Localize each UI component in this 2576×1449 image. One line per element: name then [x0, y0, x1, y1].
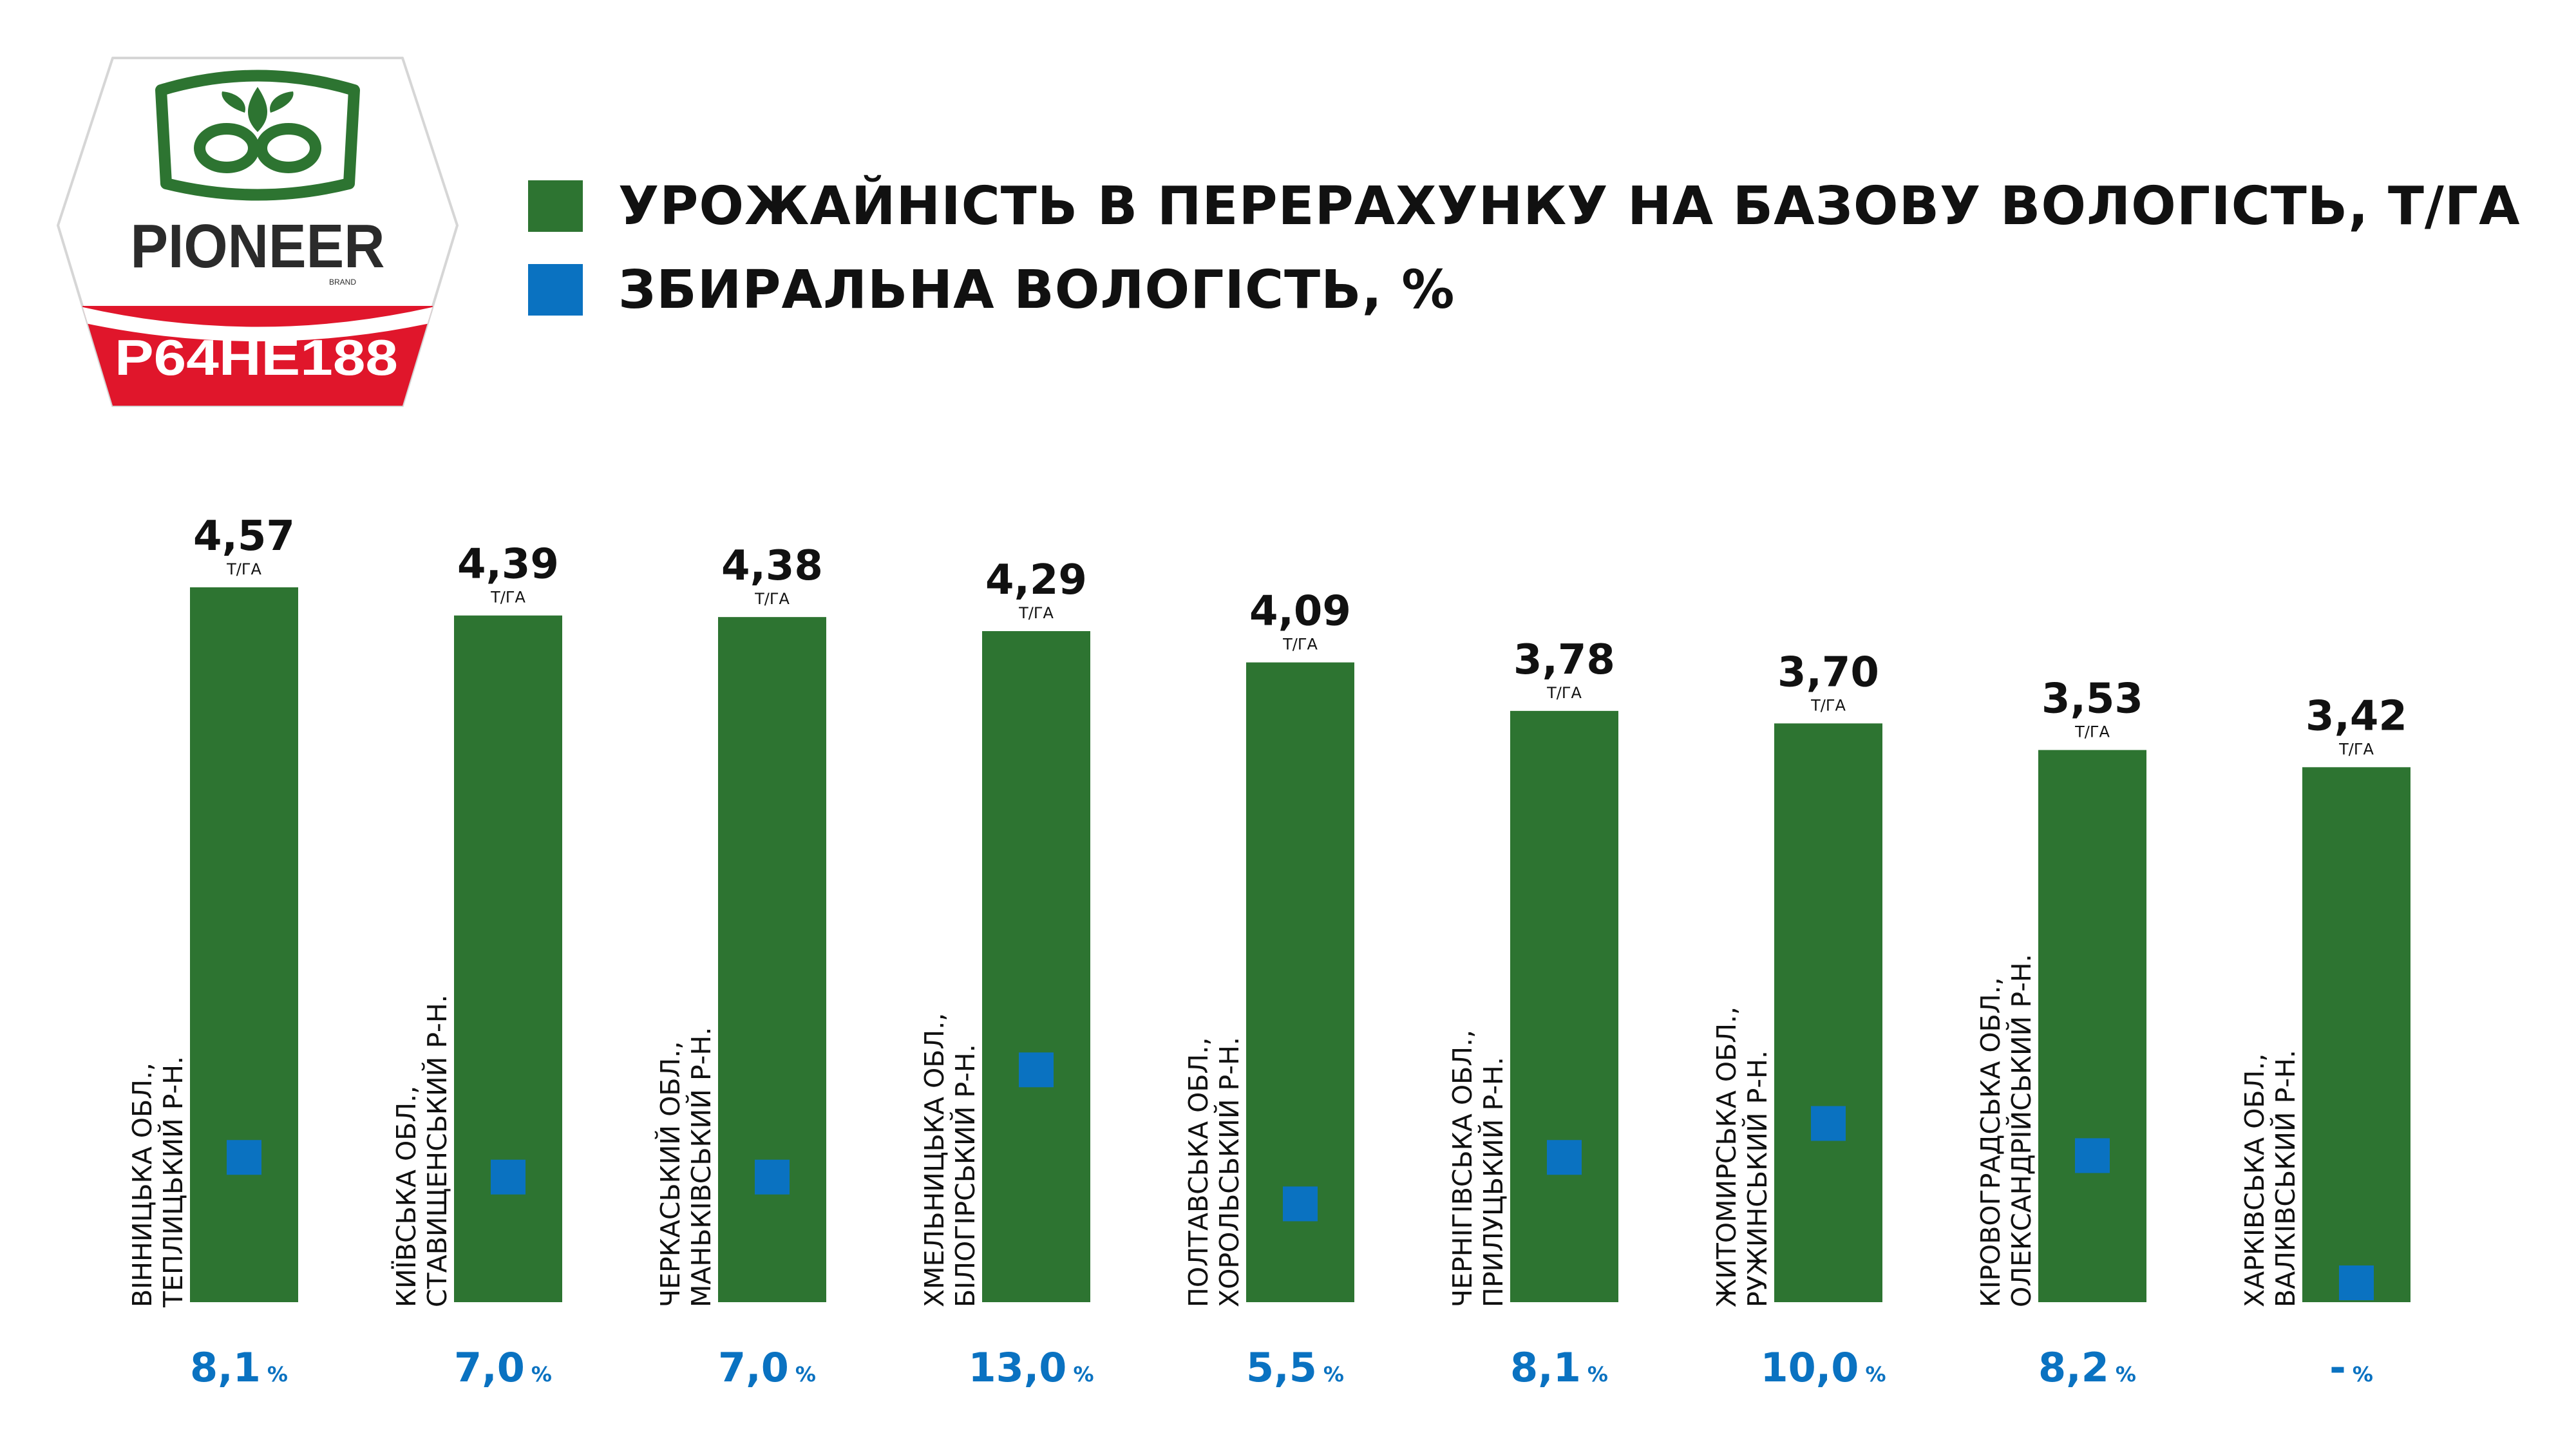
yield-value-label: 3,78 — [1513, 636, 1615, 684]
region-label-line: ПРИЛУЦЬКИЙ Р-Н. — [1478, 1057, 1509, 1307]
yield-value-label: 3,70 — [1777, 649, 1879, 696]
yield-bar — [718, 617, 826, 1302]
yield-unit-label: Т/ГА — [1018, 604, 1054, 622]
yield-value-label: 4,29 — [985, 556, 1087, 604]
region-label-line: БІЛОГІРСЬКИЙ Р-Н. — [950, 1044, 981, 1307]
yield-bar — [2038, 750, 2146, 1302]
region-label-line: ТЕПЛИЦЬКИЙ Р-Н. — [158, 1056, 189, 1308]
region-label-line: СТАВИЩЕНСЬКИЙ Р-Н. — [422, 994, 453, 1307]
region-label-line: КІРОВОГРАДСЬКА ОБЛ., — [1975, 977, 2006, 1307]
moisture-marker — [1283, 1186, 1318, 1222]
region-label: ЧЕРНІГІВСЬКА ОБЛ., ПРИЛУЦЬКИЙ Р-Н. — [1447, 1030, 1509, 1307]
legend-label-moisture: ЗБИРАЛЬНА ВОЛОГІСТЬ, % — [618, 259, 1455, 321]
region-label-line: РУЖИНСЬКИЙ Р-Н. — [1742, 1050, 1773, 1307]
region-label: КИЇВСЬКА ОБЛ., СТАВИЩЕНСЬКИЙ Р-Н. — [391, 994, 453, 1307]
moisture-value-label: 8,1% — [190, 1344, 288, 1391]
region-label: ЧЕРКАСЬКИЙ ОБЛ., МАНЬКІВСЬКИЙ Р-Н. — [655, 1027, 717, 1307]
logo-red-band — [58, 306, 457, 406]
region-label-line: КИЇВСЬКА ОБЛ., — [391, 1086, 422, 1307]
region-label-line: ЧЕРНІГІВСЬКА ОБЛ., — [1447, 1030, 1478, 1307]
moisture-value-label: 7,0% — [718, 1344, 816, 1391]
legend-item-moisture: ЗБИРАЛЬНА ВОЛОГІСТЬ, % — [528, 248, 2524, 332]
yield-unit-label: Т/ГА — [2338, 740, 2374, 758]
pioneer-logo: PIONEER BRAND P64HE188 — [57, 57, 459, 407]
legend-swatch-moisture — [528, 264, 583, 316]
yield-value-label: 4,39 — [457, 541, 559, 589]
yield-bar — [1774, 723, 1882, 1302]
moisture-value-label: -% — [2329, 1344, 2373, 1391]
moisture-value-label: 5,5% — [1246, 1344, 1344, 1391]
yield-value-label: 3,42 — [2306, 692, 2407, 740]
region-label: ХАРКІВСЬКА ОБЛ., ВАЛКІВСЬКИЙ Р-Н. — [2239, 1050, 2301, 1307]
moisture-value-label: 8,2% — [2038, 1344, 2136, 1391]
region-label: КІРОВОГРАДСЬКА ОБЛ., ОЛЕКСАНДРІЙСЬКИЙ Р-Н… — [1975, 954, 2037, 1307]
yield-value-label: 4,57 — [193, 513, 295, 560]
moisture-marker — [2339, 1265, 2374, 1300]
yield-bar — [1510, 710, 1618, 1302]
moisture-marker — [1547, 1140, 1582, 1175]
region-label-line: ВІННИЦЬКА ОБЛ., — [127, 1063, 158, 1307]
legend: УРОЖАЙНІСТЬ В ПЕРЕРАХУНКУ НА БАЗОВУ ВОЛО… — [528, 164, 2524, 332]
moisture-marker — [1019, 1052, 1054, 1088]
legend-swatch-yield — [528, 180, 583, 232]
moisture-marker — [491, 1159, 526, 1195]
moisture-value-label: 10,0% — [1760, 1344, 1886, 1391]
moisture-marker — [1811, 1106, 1846, 1141]
moisture-marker — [227, 1140, 261, 1175]
region-label-line: ХОРОЛЬСЬКИЙ Р-Н. — [1214, 1037, 1245, 1307]
region-label: ХМЕЛЬНИЦЬКА ОБЛ., БІЛОГІРСЬКИЙ Р-Н. — [919, 1013, 981, 1307]
legend-item-yield: УРОЖАЙНІСТЬ В ПЕРЕРАХУНКУ НА БАЗОВУ ВОЛО… — [528, 164, 2524, 248]
yield-bar — [190, 587, 298, 1302]
yield-unit-label: Т/ГА — [2074, 723, 2110, 741]
region-label-line: ОЛЕКСАНДРІЙСЬКИЙ Р-Н. — [2006, 954, 2037, 1307]
yield-unit-label: Т/ГА — [754, 590, 790, 608]
yield-unit-label: Т/ГА — [490, 589, 526, 607]
region-label-line: ХМЕЛЬНИЦЬКА ОБЛ., — [919, 1013, 950, 1307]
moisture-value-label: 8,1% — [1510, 1344, 1608, 1391]
yield-unit-label: Т/ГА — [1282, 636, 1318, 654]
yield-unit-label: Т/ГА — [1810, 696, 1846, 714]
sprout-icon — [248, 87, 267, 132]
region-label: ВІННИЦЬКА ОБЛ., ТЕПЛИЦЬКИЙ Р-Н. — [127, 1056, 189, 1308]
moisture-marker — [2075, 1138, 2110, 1173]
moisture-marker — [755, 1159, 790, 1195]
yield-unit-label: Т/ГА — [226, 560, 261, 578]
region-label: ЖИТОМИРСЬКА ОБЛ., РУЖИНСЬКИЙ Р-Н. — [1711, 1007, 1773, 1307]
yield-bar — [2302, 767, 2410, 1302]
yield-bar — [454, 615, 562, 1302]
region-label: ПОЛТАВСЬКА ОБЛ., ХОРОЛЬСЬКИЙ Р-Н. — [1183, 1037, 1245, 1307]
logo-brand-text: PIONEER — [131, 212, 385, 281]
moisture-value-label: 7,0% — [454, 1344, 552, 1391]
region-label-line: МАНЬКІВСЬКИЙ Р-Н. — [686, 1027, 717, 1307]
region-label-line: ВАЛКІВСЬКИЙ Р-Н. — [2270, 1050, 2301, 1307]
yield-unit-label: Т/ГА — [1546, 684, 1582, 702]
region-label-line: ХАРКІВСЬКА ОБЛ., — [2239, 1054, 2270, 1307]
region-label-line: ЖИТОМИРСЬКА ОБЛ., — [1711, 1007, 1742, 1307]
region-label-line: ПОЛТАВСЬКА ОБЛ., — [1183, 1037, 1214, 1307]
yield-bar — [982, 631, 1090, 1302]
corn-seed-icon — [194, 123, 321, 173]
yield-value-label: 4,38 — [721, 542, 823, 590]
logo-brand-sub: BRAND — [329, 278, 356, 287]
region-label-line: ЧЕРКАСЬКИЙ ОБЛ., — [655, 1041, 686, 1307]
yield-value-label: 4,09 — [1249, 588, 1351, 636]
logo-hybrid-text: P64HE188 — [115, 329, 398, 386]
moisture-value-label: 13,0% — [968, 1344, 1094, 1391]
legend-label-yield: УРОЖАЙНІСТЬ В ПЕРЕРАХУНКУ НА БАЗОВУ ВОЛО… — [618, 175, 2521, 237]
yield-value-label: 3,53 — [2041, 676, 2143, 723]
